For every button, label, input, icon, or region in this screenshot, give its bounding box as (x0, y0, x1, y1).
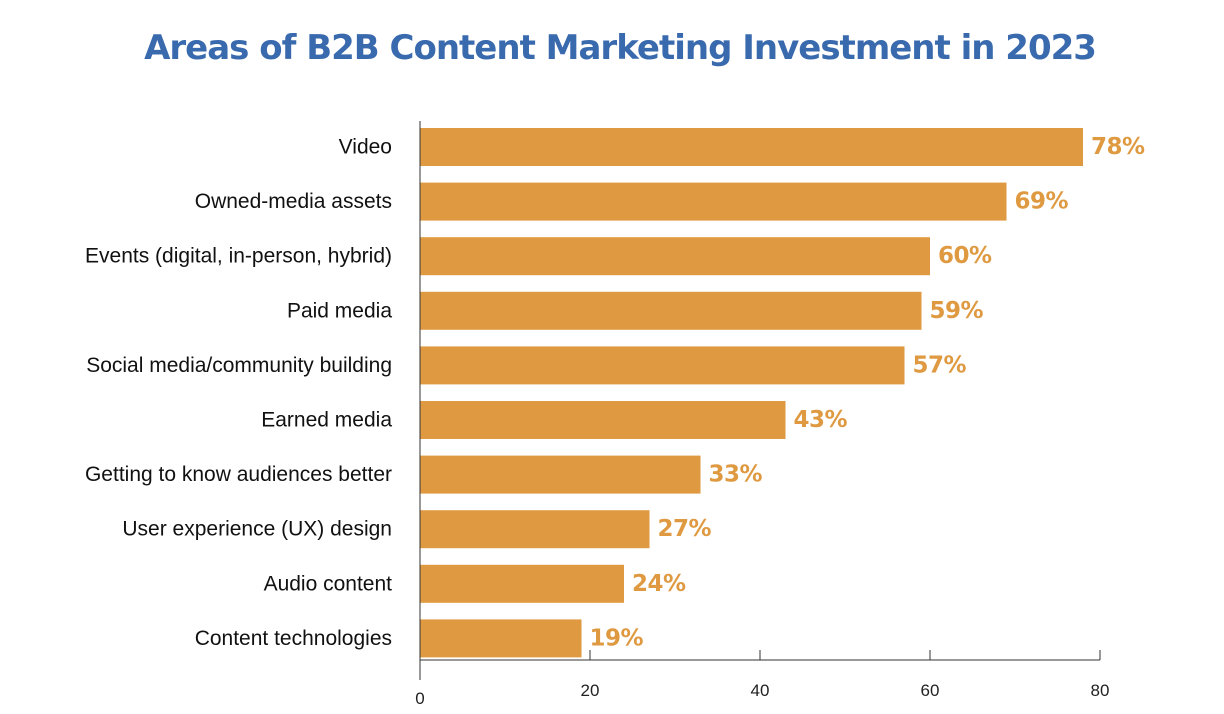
value-label: 33% (709, 462, 763, 488)
x-tick-label: 20 (581, 681, 600, 700)
category-label: Social media/community building (86, 354, 392, 377)
x-tick-label: 0 (415, 689, 424, 708)
category-label: User experience (UX) design (122, 518, 392, 541)
x-tick-label: 60 (921, 681, 940, 700)
bar (420, 291, 922, 330)
category-label: Events (digital, in-person, hybrid) (85, 245, 392, 268)
bar (420, 182, 1007, 221)
bar (420, 346, 905, 385)
bar (420, 237, 930, 276)
bar (420, 510, 650, 549)
category-label: Video (339, 136, 392, 159)
value-label: 59% (930, 298, 984, 324)
value-label: 60% (938, 243, 992, 269)
value-label: 57% (913, 352, 967, 378)
bar (420, 619, 582, 658)
value-label: 78% (1091, 134, 1145, 160)
category-label: Content technologies (195, 627, 392, 650)
bar (420, 564, 624, 603)
bar (420, 401, 786, 439)
category-label: Getting to know audiences better (85, 463, 392, 486)
bar (420, 128, 1083, 166)
x-tick-label: 40 (751, 681, 770, 700)
value-label: 24% (632, 571, 686, 597)
value-label: 69% (1015, 189, 1069, 215)
category-label: Owned-media assets (195, 190, 392, 213)
chart-title: Areas of B2B Content Marketing Investmen… (144, 28, 1097, 68)
value-label: 19% (590, 625, 644, 651)
value-label: 27% (658, 516, 712, 542)
value-label: 43% (794, 407, 848, 433)
bar (420, 455, 701, 494)
category-label: Paid media (287, 299, 392, 322)
category-label: Audio content (264, 572, 393, 595)
x-tick-label: 80 (1091, 681, 1110, 700)
category-label: Earned media (261, 409, 392, 432)
